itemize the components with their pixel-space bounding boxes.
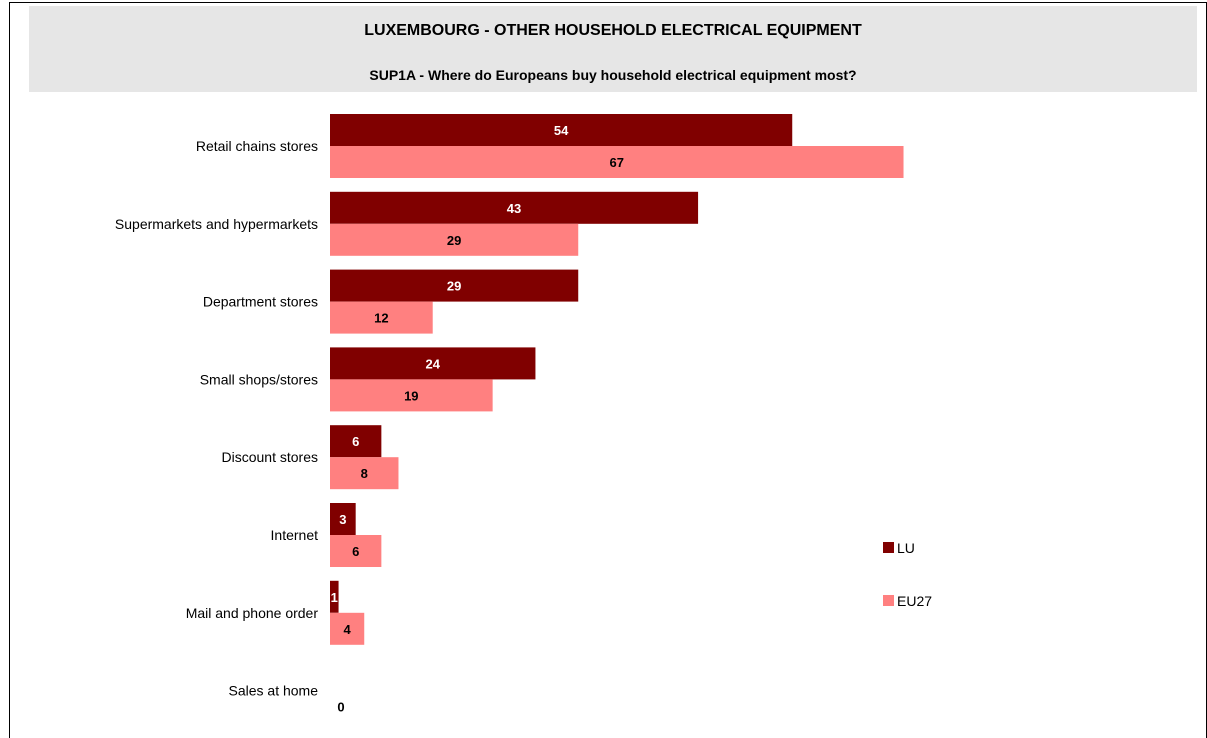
category-label: Mail and phone order (186, 605, 319, 621)
category-label: Internet (271, 527, 319, 543)
value-label-lu: 3 (339, 512, 346, 527)
chart-header: LUXEMBOURG - OTHER HOUSEHOLD ELECTRICAL … (29, 6, 1197, 92)
bar-lu-4 (330, 347, 536, 380)
bar-eu27-2 (330, 223, 579, 256)
bar-eu27-3 (330, 301, 433, 334)
legend-swatch-lu (883, 542, 894, 553)
category-label: Small shops/stores (200, 371, 318, 387)
value-label-eu27: 0 (337, 700, 344, 715)
value-label-lu: 54 (554, 123, 569, 138)
bar-eu27-4 (330, 379, 493, 412)
category-label: Department stores (203, 294, 318, 310)
legend-label-lu: LU (897, 540, 915, 556)
legend-label-eu27: EU27 (897, 593, 932, 609)
value-label-eu27: 6 (352, 544, 359, 559)
value-label-lu: 6 (352, 434, 359, 449)
value-label-lu: 1 (331, 590, 338, 605)
bar-lu-2 (330, 191, 699, 224)
chart-subtitle: SUP1A - Where do Europeans buy household… (369, 67, 857, 83)
value-label-eu27: 4 (344, 622, 352, 637)
value-label-lu: 24 (425, 356, 440, 371)
category-label: Discount stores (222, 449, 318, 465)
bar-lu-1 (330, 114, 793, 146)
value-label-eu27: 67 (610, 155, 624, 170)
value-label-lu: 43 (507, 201, 521, 216)
bar-lu-7 (330, 580, 339, 613)
value-label-lu: 29 (447, 279, 461, 294)
value-label-eu27: 19 (404, 388, 418, 403)
bar-eu27-1 (330, 146, 904, 178)
bar-lu-5 (330, 425, 382, 458)
value-label-eu27: 29 (447, 233, 461, 248)
bar-eu27-7 (330, 612, 365, 645)
legend-swatch-eu27 (883, 595, 894, 606)
bar-eu27-6 (330, 535, 382, 567)
value-label-eu27: 12 (374, 311, 388, 326)
bar-eu27-5 (330, 457, 399, 490)
category-label: Retail chains stores (196, 138, 318, 154)
value-label-eu27: 8 (361, 466, 368, 481)
bar-lu-3 (330, 269, 579, 302)
category-label: Supermarkets and hypermarkets (115, 216, 318, 232)
bar-lu-6 (330, 503, 356, 535)
category-label: Sales at home (229, 683, 319, 699)
chart-title: LUXEMBOURG - OTHER HOUSEHOLD ELECTRICAL … (364, 22, 862, 39)
